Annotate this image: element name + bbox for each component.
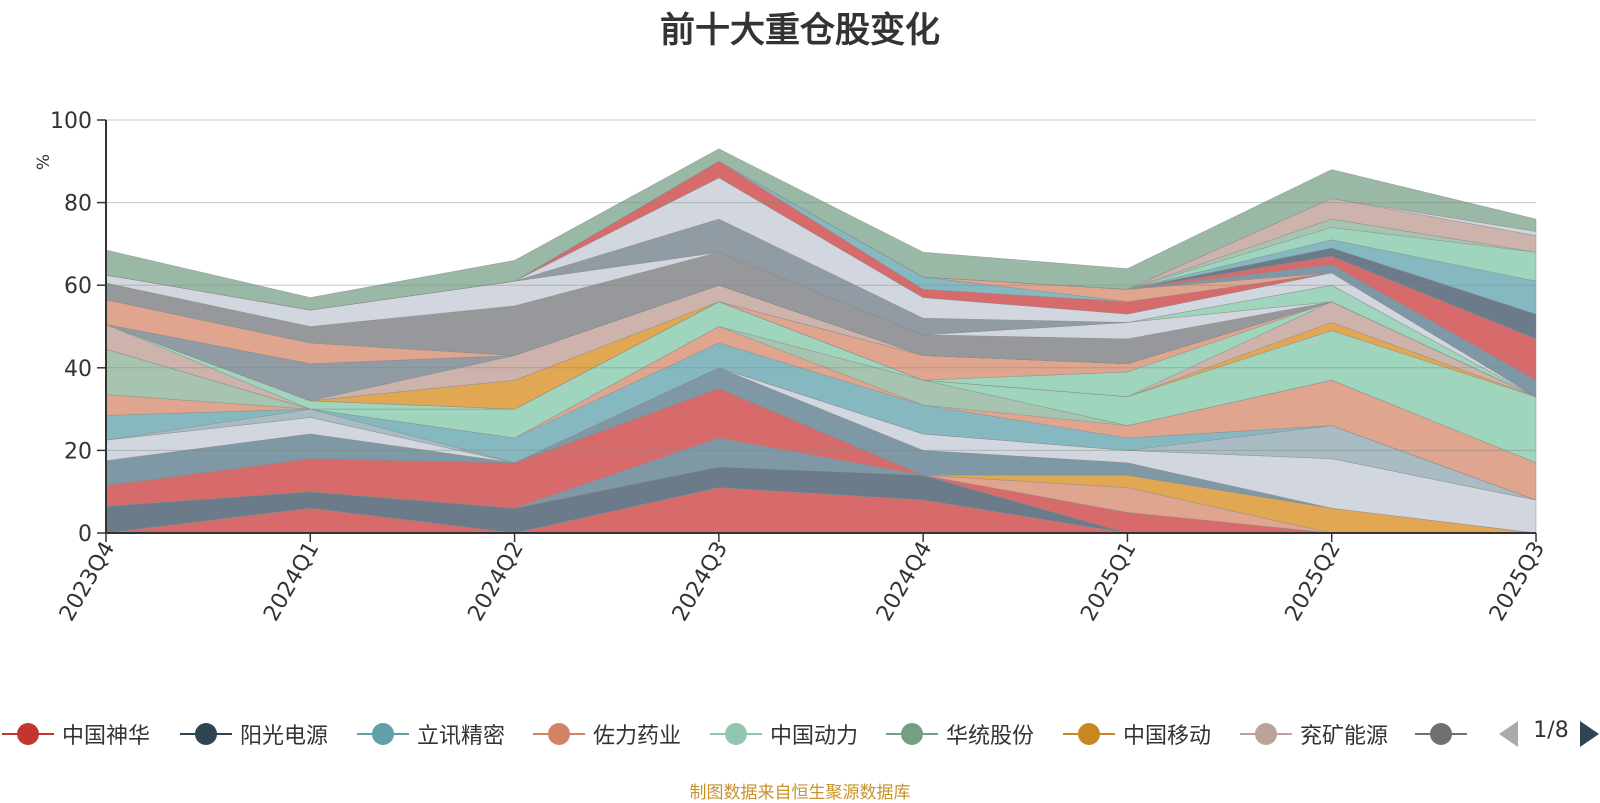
y-tick-label: 80 <box>64 192 92 217</box>
y-tick-label: 20 <box>64 439 92 464</box>
legend-label: 中国神华 <box>62 724 151 749</box>
legend-page-indicator: 1/8 <box>1533 718 1569 743</box>
legend-marker-icon <box>2 723 54 745</box>
area-layers <box>105 148 1537 534</box>
y-tick-label: 0 <box>78 522 92 547</box>
x-tick-label: 2024Q4 <box>872 538 937 626</box>
legend-label: 中国动力 <box>770 724 859 749</box>
grid-lines <box>106 119 1536 451</box>
x-tick-label: 2024Q1 <box>259 538 324 626</box>
legend-marker-icon <box>710 723 762 745</box>
legend-label: 华统股份 <box>946 724 1035 749</box>
chart-title: 前十大重仓股变化 <box>659 11 940 51</box>
y-tick-label: 40 <box>64 357 92 382</box>
x-tick-label: 2025Q3 <box>1485 538 1550 626</box>
legend-next-page-button[interactable] <box>1576 720 1600 748</box>
legend-item[interactable]: 立讯精密 <box>357 716 505 752</box>
legend-item[interactable]: 兖矿能源 <box>1240 716 1388 752</box>
legend-item-clipped[interactable]: 潞 <box>1415 716 1467 752</box>
legend-marker-icon <box>1415 723 1467 745</box>
legend-marker-icon <box>1240 723 1292 745</box>
legend-item[interactable]: 中国动力 <box>710 716 858 752</box>
legend-marker-icon <box>357 723 409 745</box>
x-tick-label: 2023Q4 <box>55 538 120 626</box>
x-tick-label: 2025Q2 <box>1281 538 1346 626</box>
x-tick-label: 2024Q2 <box>463 538 528 626</box>
legend-label: 阳光电源 <box>240 724 329 749</box>
triangle-right-icon <box>1580 721 1599 747</box>
source-note: 制图数据来自恒生聚源数据库 <box>689 783 911 803</box>
legend-item[interactable]: 华统股份 <box>886 716 1034 752</box>
legend-marker-icon <box>886 723 938 745</box>
legend-item[interactable]: 潞 <box>1415 716 1467 752</box>
legend-item[interactable]: 中国移动 <box>1063 716 1211 752</box>
x-tick-label: 2024Q3 <box>668 538 733 626</box>
triangle-left-icon <box>1499 721 1518 747</box>
legend-item[interactable]: 中国神华 <box>2 716 150 752</box>
legend-label: 立讯精密 <box>417 724 506 749</box>
y-tick-label: 100 <box>50 109 92 134</box>
legend-marker-icon <box>1063 723 1115 745</box>
legend-item[interactable]: 阳光电源 <box>180 716 328 752</box>
legend-label: 兖矿能源 <box>1300 724 1389 749</box>
legend-item[interactable]: 佐力药业 <box>533 716 681 752</box>
legend-label: 中国移动 <box>1123 724 1212 749</box>
x-tick-label: 2025Q1 <box>1076 538 1141 626</box>
y-tick-label: 60 <box>64 274 92 299</box>
legend: 中国神华 阳光电源 立讯精密 佐力药业 中国动力 华统股份 中国移动 兖矿能源 潞 1/8 <box>0 716 1600 752</box>
legend-marker-icon <box>533 723 585 745</box>
area-band-39 <box>105 148 1537 311</box>
legend-label: 佐力药业 <box>593 724 682 749</box>
legend-marker-icon <box>180 723 232 745</box>
legend-prev-page-button[interactable] <box>1496 720 1522 748</box>
y-axis-unit-label: % <box>34 154 54 170</box>
